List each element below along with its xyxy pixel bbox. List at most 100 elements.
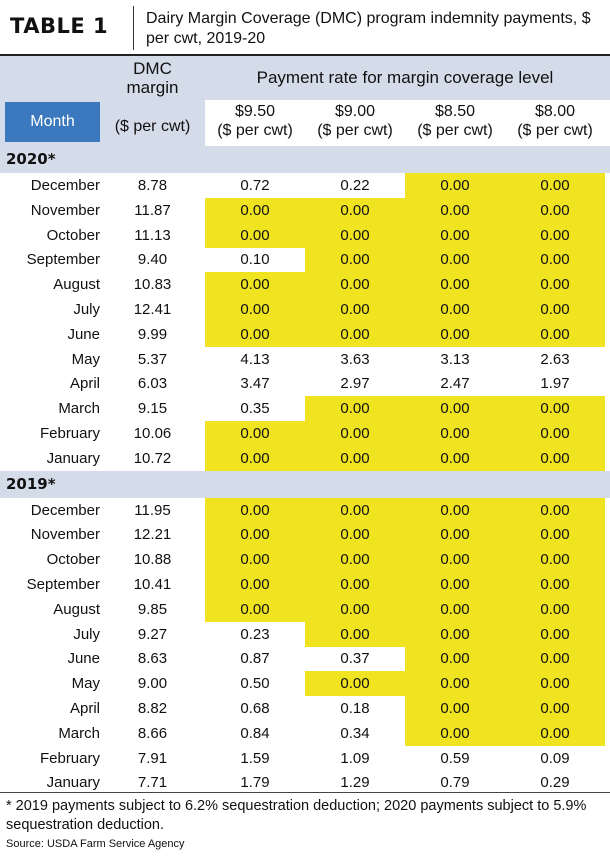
- dmc-margin-cell: 11.95: [134, 501, 171, 519]
- month-cell: December: [30, 501, 100, 519]
- payment-cell: 0.00: [505, 596, 605, 622]
- payment-cell: 1.79: [240, 774, 270, 792]
- level-header-850: $8.50 ($ per cwt): [405, 102, 505, 140]
- payment-cell: 0.35: [240, 400, 270, 418]
- payment-cell: 0.79: [440, 774, 470, 792]
- table-row: July 12.41 0.00 0.00 0.00 0.00: [0, 297, 610, 322]
- dmc-margin-cell: 11.87: [134, 201, 171, 219]
- payment-cell: 0.00: [305, 396, 405, 422]
- dmc-margin-cell: 12.21: [133, 526, 172, 544]
- table-row: April 8.82 0.68 0.18 0.00 0.00: [0, 696, 610, 721]
- month-cell: January: [46, 449, 100, 467]
- month-cell: June: [67, 650, 100, 668]
- table-row: December 8.78 0.72 0.22 0.00 0.00: [0, 173, 610, 198]
- payment-cell: 0.00: [405, 197, 505, 223]
- level-value: $9.00: [334, 103, 376, 120]
- table-row: February 7.91 1.59 1.09 0.59 0.09: [0, 746, 610, 771]
- payment-cell: 0.00: [305, 572, 405, 597]
- payment-cell: 0.00: [505, 173, 605, 198]
- dmc-margin-header: DMC margin: [126, 59, 179, 97]
- footnote: * 2019 payments subject to 6.2% sequestr…: [6, 798, 587, 833]
- payment-cell: 0.00: [505, 646, 605, 672]
- level-header-950: $9.50 ($ per cwt): [205, 102, 305, 140]
- payment-cell: 0.00: [505, 671, 605, 697]
- payment-cell: 0.00: [305, 222, 405, 248]
- title-bar: TABLE 1 Dairy Margin Coverage (DMC) prog…: [0, 0, 610, 56]
- month-cell: March: [58, 724, 100, 742]
- payment-cell: 0.09: [540, 749, 570, 767]
- payment-cell: 0.00: [205, 547, 305, 573]
- bottom-rule: [0, 792, 610, 793]
- payment-cell: 1.29: [340, 774, 370, 792]
- month-cell: May: [71, 675, 100, 693]
- month-cell: April: [69, 700, 100, 717]
- dmc-margin-cell: 8.63: [137, 650, 168, 668]
- dmc-unit-header: ($ per cwt): [114, 118, 191, 135]
- table-row: May 9.00 0.50 0.00 0.00 0.00: [0, 671, 610, 697]
- level-unit: ($ per cwt): [417, 122, 493, 139]
- payment-cell: 0.00: [405, 272, 505, 298]
- payment-cell: 0.00: [405, 522, 505, 548]
- year-band: 2020*: [0, 146, 610, 173]
- dmc-margin-cell: 10.88: [133, 551, 172, 569]
- payment-cell: 0.00: [405, 421, 505, 446]
- payment-cell: 0.10: [240, 251, 270, 269]
- month-cell: May: [71, 350, 100, 368]
- month-header: Month: [5, 102, 100, 142]
- table-row: June 8.63 0.87 0.37 0.00 0.00: [0, 646, 610, 672]
- payment-cell: 0.00: [405, 596, 505, 622]
- table-label: TABLE 1: [10, 14, 109, 38]
- month-cell: October: [46, 226, 100, 244]
- payment-cell: 4.13: [240, 350, 270, 368]
- payment-cell: 0.00: [505, 572, 605, 597]
- payment-cell: 0.68: [240, 700, 270, 717]
- payment-cell: 0.00: [305, 547, 405, 573]
- payment-cell: 0.00: [205, 445, 305, 471]
- payment-cell: 0.00: [405, 445, 505, 471]
- payment-cell: 0.00: [305, 671, 405, 697]
- payment-cell: 0.59: [440, 749, 470, 767]
- dmc-margin-cell: 8.78: [137, 177, 168, 194]
- dmc-margin-cell: 10.72: [133, 449, 172, 467]
- payment-cell: 0.00: [405, 720, 505, 746]
- month-cell: August: [53, 600, 100, 618]
- month-cell: October: [46, 551, 100, 569]
- payment-cell: 0.00: [305, 297, 405, 322]
- year-label: 2020*: [6, 150, 56, 168]
- payment-cell: 0.00: [205, 297, 305, 322]
- payment-cell: 0.00: [405, 621, 505, 647]
- payment-cell: 0.00: [405, 497, 505, 523]
- payment-cell: 0.00: [305, 621, 405, 647]
- payment-cell: 0.00: [205, 596, 305, 622]
- month-cell: February: [39, 425, 100, 442]
- dmc-margin-cell: 5.37: [137, 350, 168, 368]
- month-cell: December: [30, 177, 100, 194]
- table-row: July 9.27 0.23 0.00 0.00 0.00: [0, 621, 610, 647]
- table-row: May 5.37 4.13 3.63 3.13 2.63: [0, 347, 610, 372]
- table-row: January 7.71 1.79 1.29 0.79 0.29: [0, 770, 610, 795]
- table-row: April 6.03 3.47 2.97 2.47 1.97: [0, 371, 610, 396]
- month-cell: September: [26, 251, 100, 269]
- payment-cell: 0.00: [505, 321, 605, 347]
- payment-cell: 0.00: [405, 671, 505, 697]
- table-row: November 12.21 0.00 0.00 0.00 0.00: [0, 522, 610, 548]
- payment-cell: 0.00: [405, 646, 505, 672]
- payment-cell: 0.00: [305, 321, 405, 347]
- year-label: 2019*: [6, 474, 56, 493]
- dmc-margin-cell: 9.27: [137, 625, 168, 643]
- month-cell: June: [67, 325, 100, 343]
- payment-rate-header: Payment rate for margin coverage level: [256, 68, 554, 87]
- dmc-margin-cell: 9.15: [137, 400, 168, 418]
- title-separator: [133, 6, 134, 50]
- payment-cell: 3.63: [340, 350, 370, 368]
- payment-cell: 0.00: [405, 696, 505, 721]
- month-cell: July: [73, 301, 100, 318]
- payment-cell: 0.87: [240, 650, 270, 668]
- table-row: September 9.40 0.10 0.00 0.00 0.00: [0, 247, 610, 273]
- payment-cell: 0.00: [505, 197, 605, 223]
- table-header: DMC margin Payment rate for margin cover…: [0, 56, 610, 146]
- payment-cell: 0.00: [505, 497, 605, 523]
- level-value: $8.00: [534, 103, 576, 120]
- payment-cell: 0.00: [205, 197, 305, 223]
